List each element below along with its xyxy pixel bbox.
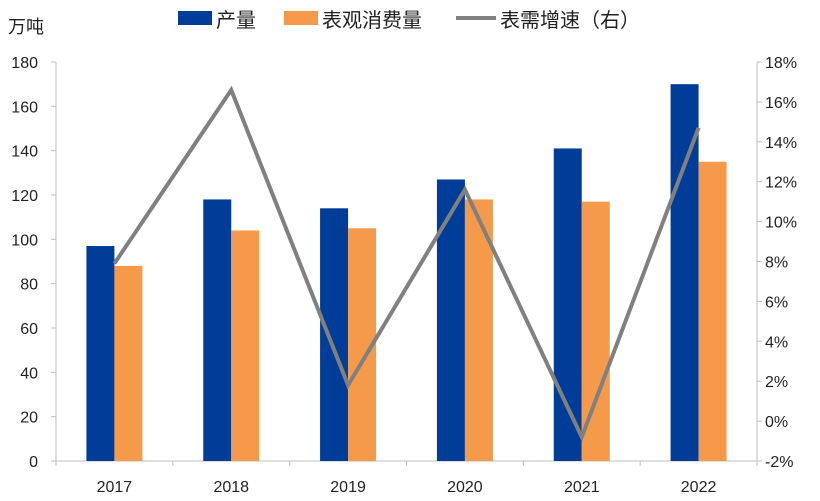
bar-production	[670, 84, 699, 462]
y-right-tick-label: 14%	[765, 135, 797, 152]
y-right-tick-label: 8%	[765, 255, 788, 272]
y-left-tick-label: 60	[20, 321, 38, 338]
bar-consumption	[581, 201, 610, 461]
y-left-tick-label: 100	[11, 232, 38, 249]
x-tick-label: 2022	[681, 479, 717, 496]
legend-item-growth: 表需增速（右）	[456, 8, 640, 32]
x-tick-label: 2021	[564, 479, 600, 496]
y-right-tick-label: 18%	[765, 55, 797, 72]
x-tick-label: 2017	[97, 479, 133, 496]
y-right-tick-label: 10%	[765, 215, 797, 232]
bar-production	[553, 148, 582, 461]
legend-label-consumption: 表观消费量	[322, 8, 422, 32]
y-right-tick-label: 16%	[765, 95, 797, 112]
plot-area: 0 20 40 60 80 100 120 140 160 180 -2% 0% 2% 4% 6% 8% 10%…	[11, 55, 797, 496]
x-tick-label: 2018	[213, 479, 249, 496]
y-right-tick-label: 6%	[765, 294, 788, 311]
x-tick-label: 2020	[447, 479, 483, 496]
y-left-tick-label: 120	[11, 188, 38, 205]
y-right-tick-label: 4%	[765, 334, 788, 351]
y-left-tick-label: 20	[20, 410, 38, 427]
y-left-tick-label: 40	[20, 365, 38, 382]
bar-production	[436, 179, 465, 461]
bar-production	[320, 208, 349, 461]
y-right-tick-label: 0%	[765, 414, 788, 431]
legend-label-growth: 表需增速（右）	[500, 8, 640, 32]
legend-swatch-consumption	[284, 11, 318, 25]
y-left-unit: 万吨	[8, 17, 44, 38]
y-right-tick-label: -2%	[765, 454, 793, 471]
y-left-tick-label: 80	[20, 277, 38, 294]
legend-item-production: 产量	[178, 8, 256, 32]
y-left-tick-label: 0	[29, 454, 38, 471]
x-tick-label: 2019	[330, 479, 366, 496]
series-line-growth	[112, 85, 701, 443]
y-left-tick-label: 140	[11, 144, 38, 161]
bar-consumption	[114, 265, 143, 461]
bar-consumption	[698, 161, 727, 461]
y-right-tick-label: 2%	[765, 374, 788, 391]
legend-item-consumption: 表观消费量	[284, 8, 422, 32]
legend: 产量 表观消费量 表需增速（右）	[178, 8, 640, 32]
legend-label-production: 产量	[216, 8, 256, 32]
y-left-tick-label: 180	[11, 55, 38, 72]
y-left-tick-label: 160	[11, 99, 38, 116]
bar-production	[86, 245, 115, 461]
legend-swatch-production	[178, 11, 212, 25]
y-right-tick-label: 12%	[765, 175, 797, 192]
bar-consumption	[231, 230, 260, 461]
bar-production	[203, 199, 232, 461]
